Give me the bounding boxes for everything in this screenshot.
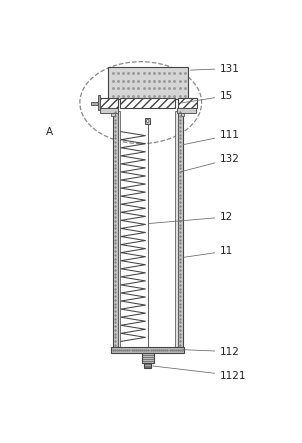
Bar: [144, 363, 151, 368]
Bar: [113, 111, 118, 346]
Bar: [146, 118, 150, 124]
Bar: [120, 98, 175, 109]
Bar: [100, 109, 118, 113]
Bar: [142, 353, 154, 363]
Text: 15: 15: [182, 91, 233, 103]
Circle shape: [146, 119, 149, 123]
Text: 12: 12: [149, 212, 233, 223]
Text: 11: 11: [183, 246, 233, 257]
Text: 131: 131: [190, 63, 240, 74]
Bar: [91, 102, 98, 105]
Bar: [111, 113, 115, 116]
Bar: [178, 111, 183, 346]
Bar: [118, 111, 120, 346]
Bar: [108, 67, 188, 99]
Text: 111: 111: [183, 130, 240, 145]
Bar: [177, 109, 196, 113]
Text: 112: 112: [183, 346, 240, 357]
Text: 132: 132: [180, 154, 240, 172]
Bar: [111, 346, 184, 353]
Bar: [182, 113, 184, 116]
Bar: [178, 98, 197, 109]
Bar: [98, 95, 100, 110]
Text: A: A: [46, 127, 53, 136]
Bar: [98, 98, 118, 109]
Bar: [175, 111, 178, 346]
Text: 1121: 1121: [153, 366, 247, 381]
